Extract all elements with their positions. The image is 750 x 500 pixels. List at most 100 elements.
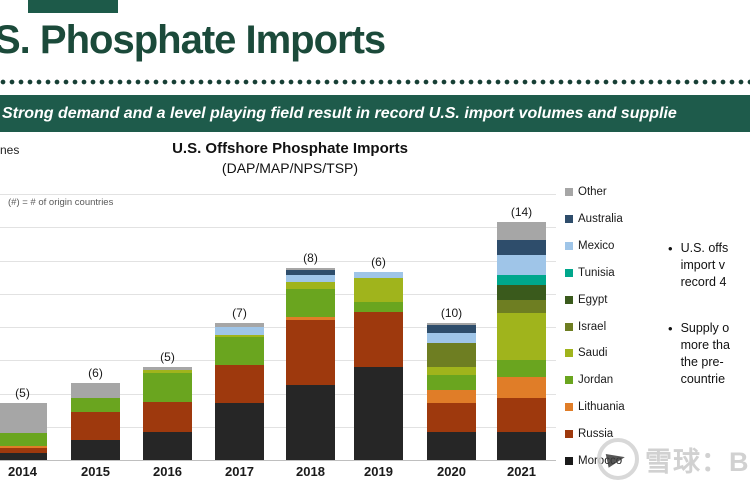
- legend-label: Mexico: [578, 239, 615, 252]
- bar-segment-russia-2019: [354, 312, 403, 367]
- bar-segment-lithuania-2014: [0, 446, 47, 448]
- bar-segment-saudi-2020: [427, 367, 476, 375]
- bar-origin-count-label: (10): [440, 306, 463, 320]
- legend-swatch: [565, 457, 573, 465]
- legend-label: Saudi: [578, 347, 608, 360]
- gridline: [0, 260, 556, 262]
- legend-label: Other: [578, 186, 607, 198]
- bar-origin-count-label: (6): [88, 366, 103, 380]
- bar-origin-count-label: (14): [510, 205, 533, 219]
- bar-segment-morocco-2017: [215, 403, 264, 460]
- bar-segment-other-2017: [215, 323, 264, 327]
- bar-segment-jordan-2016: [143, 373, 192, 402]
- bar-segment-morocco-2021: [497, 432, 546, 460]
- bar-segment-other-2018: [286, 268, 335, 270]
- bar-segment-mexico-2018: [286, 275, 335, 282]
- bar-segment-mexico-2017: [215, 327, 264, 335]
- bar-segment-other-2021: [497, 222, 546, 240]
- x-axis-tick-2016: 2016: [153, 464, 182, 479]
- bar-segment-jordan-2020: [427, 375, 476, 390]
- bar-segment-morocco-2016: [143, 432, 192, 460]
- bar-segment-mexico-2021: [497, 255, 546, 275]
- legend-swatch: [565, 376, 573, 385]
- x-axis-line: [0, 460, 556, 461]
- banner-text: Strong demand and a level playing field …: [2, 104, 677, 122]
- bar-segment-other-2014: [0, 403, 47, 433]
- gridline: [0, 194, 556, 195]
- legend-item-australia: Australia: [565, 213, 623, 225]
- legend-label: Australia: [578, 212, 623, 225]
- legend-item-saudi: Saudi: [565, 347, 607, 359]
- bullet-item: • U.S. offs import v record 4: [668, 240, 750, 291]
- bar-segment-saudi-2016: [143, 370, 192, 373]
- bar-segment-other-2015: [71, 383, 120, 398]
- bar-segment-australia-2018: [286, 270, 335, 275]
- bar-segment-russia-2021: [497, 398, 546, 432]
- bar-segment-russia-2016: [143, 402, 192, 432]
- x-axis-tick-2018: 2018: [296, 464, 325, 479]
- bar-segment-lithuania-2020: [427, 390, 476, 403]
- legend-swatch: [565, 241, 573, 250]
- legend-swatch: [565, 295, 573, 304]
- bar-segment-lithuania-2018: [286, 317, 335, 320]
- bar-segment-jordan-2018: [286, 289, 335, 317]
- gridline: [0, 360, 556, 362]
- bar-origin-count-label: (8): [303, 251, 318, 265]
- bar-segment-lithuania-2021: [497, 377, 546, 398]
- bar-segment-russia-2017: [215, 365, 264, 403]
- bar-origin-count-label: (7): [232, 306, 247, 320]
- banner: Strong demand and a level playing field …: [0, 95, 750, 132]
- bar-segment-morocco-2019: [354, 367, 403, 460]
- bar-segment-australia-2021: [497, 240, 546, 255]
- bar-origin-count-label: (5): [15, 386, 30, 400]
- bar-origin-count-label: (5): [160, 350, 175, 364]
- gridline: [0, 327, 556, 328]
- legend-swatch: [565, 430, 573, 439]
- legend-item-israel: Israel: [565, 321, 606, 333]
- bar-segment-jordan-2021: [497, 360, 546, 377]
- chart-title: U.S. Offshore Phosphate Imports: [172, 140, 408, 157]
- legend-swatch: [565, 268, 573, 277]
- legend-swatch: [565, 349, 573, 358]
- bar-segment-russia-2015: [71, 412, 120, 440]
- x-axis-tick-2021: 2021: [507, 464, 536, 479]
- bar-segment-mexico-2019: [354, 272, 403, 278]
- bar-segment-israel-2020: [427, 343, 476, 367]
- legend-item-mexico: Mexico: [565, 240, 614, 252]
- bar-segment-russia-2014: [0, 448, 47, 453]
- legend-item-egypt: Egypt: [565, 294, 607, 306]
- watermark: 雪球：Big: [597, 438, 750, 480]
- gridline: [0, 426, 556, 428]
- x-axis-tick-2020: 2020: [437, 464, 466, 479]
- bullet-text: Supply o more tha the pre- countrie: [680, 321, 730, 386]
- bullet-dot: •: [668, 321, 673, 336]
- y-axis-label-fragment: nes: [0, 143, 20, 157]
- legend-label: Tunisia: [578, 266, 615, 279]
- chart-note: (#) = # of origin countries: [8, 197, 114, 208]
- chart-subtitle: (DAP/MAP/NPS/TSP): [221, 160, 359, 176]
- legend-label: Lithuania: [578, 401, 625, 414]
- legend-swatch: [565, 322, 573, 331]
- bar-segment-mexico-2020: [427, 333, 476, 343]
- legend-item-tunisia: Tunisia: [565, 267, 615, 279]
- bar-segment-other-2020: [427, 323, 476, 325]
- bar-segment-russia-2020: [427, 403, 476, 432]
- bullet-dot: •: [668, 241, 673, 256]
- bullet-item: • Supply o more tha the pre- countrie: [668, 320, 750, 388]
- bullet-text: U.S. offs import v record 4: [680, 241, 729, 289]
- bar-segment-jordan-2017: [215, 337, 264, 365]
- bar-segment-morocco-2018: [286, 385, 335, 460]
- bar-segment-other-2016: [143, 367, 192, 370]
- bar-segment-tunisia-2021: [497, 275, 546, 285]
- legend-label: Jordan: [578, 374, 614, 387]
- bar-segment-saudi-2019: [354, 278, 403, 302]
- bar-segment-israel-2021: [497, 300, 546, 313]
- bar-segment-morocco-2020: [427, 432, 476, 460]
- gridline: [0, 293, 556, 295]
- x-axis-tick-2015: 2015: [81, 464, 110, 479]
- bar-origin-count-label: (6): [371, 255, 386, 269]
- page-title: S. Phosphate Imports: [0, 18, 386, 62]
- watermark-logo-icon: [597, 438, 639, 480]
